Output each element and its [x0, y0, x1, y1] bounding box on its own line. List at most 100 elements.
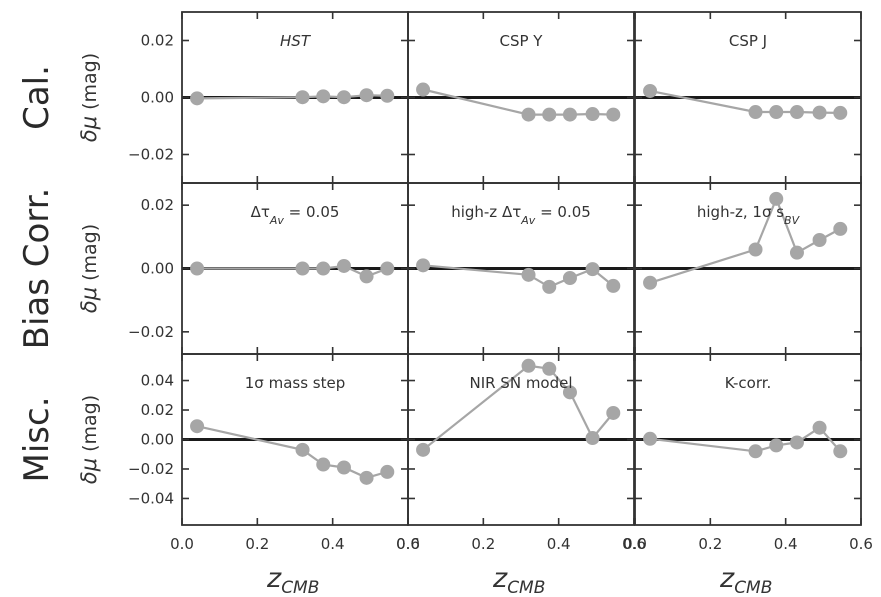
data-point — [748, 444, 763, 459]
data-point — [643, 83, 658, 98]
x-tick-label: 0.0 — [623, 535, 647, 553]
data-point — [316, 457, 331, 472]
series-line — [196, 425, 388, 479]
x-axis-label: zCMB — [492, 563, 545, 597]
data-point — [190, 419, 205, 434]
data-point — [416, 82, 431, 97]
panel-r1-c2: high-z, 1σ sBV — [634, 182, 862, 355]
data-point — [416, 442, 431, 457]
x-tick-label: 0.4 — [547, 535, 571, 553]
data-point — [190, 91, 205, 106]
panel-title: 1σ mass step — [245, 374, 345, 392]
data-point — [789, 105, 804, 120]
panel-r0-c1: CSP Y — [407, 11, 635, 184]
data-point — [295, 90, 310, 105]
panel-title: CSP J — [729, 32, 767, 50]
data-point — [833, 221, 848, 236]
x-axis-label: zCMB — [266, 563, 319, 597]
panel-title: high-z ΔτAv = 0.05 — [451, 203, 591, 227]
y-tick-label: 0.02 — [141, 401, 174, 419]
data-point — [562, 385, 577, 400]
panel-r1-c0: ΔτAv = 0.05 0.02 0.00 −0.02 — [128, 182, 409, 355]
panel-title: high-z, 1σ sBV — [697, 203, 801, 227]
y-tick-label: 0.00 — [141, 260, 174, 278]
data-point — [336, 258, 351, 273]
x-tick-label: 0.2 — [698, 535, 722, 553]
x-axis-col1: 0.0 0.2 0.4 0.6 zCMB — [396, 535, 646, 597]
panel-r2-c1: NIR SN model — [407, 353, 635, 526]
data-point — [812, 420, 827, 435]
y-axis-labels: δμ (mag) δμ (mag) δμ (mag) — [77, 53, 101, 484]
data-point — [380, 261, 395, 276]
data-point — [542, 107, 557, 122]
data-point — [789, 435, 804, 450]
data-point — [380, 464, 395, 479]
panel-r0-c0: HST 0.02 0.00 −0.02 — [128, 11, 409, 184]
x-tick-label: 0.0 — [396, 535, 420, 553]
x-axis-label: zCMB — [719, 563, 772, 597]
y-tick-label: 0.04 — [141, 372, 174, 390]
data-point — [336, 90, 351, 105]
data-point — [416, 258, 431, 273]
data-point — [562, 107, 577, 122]
data-point — [316, 89, 331, 104]
x-tick-label: 0.4 — [774, 535, 798, 553]
panel-r0-c2: CSP J — [634, 11, 862, 184]
y-tick-label: −0.02 — [128, 323, 174, 341]
data-point — [585, 431, 600, 446]
panel-title: HST — [280, 32, 312, 50]
data-point — [812, 233, 827, 247]
row-label: Cal. — [17, 65, 57, 130]
data-point — [542, 279, 557, 294]
x-tick-label: 0.6 — [622, 535, 646, 553]
panel-r2-c2: K-corr. — [634, 353, 862, 526]
data-point — [359, 470, 374, 485]
panel-r2-c0: 1σ mass step 0.04 0.02 0.00 −0.02 −0.04 — [128, 353, 409, 526]
data-point — [833, 444, 848, 459]
data-point — [789, 245, 804, 260]
series-line — [649, 89, 841, 114]
series-line — [422, 88, 614, 116]
data-point — [542, 361, 557, 376]
data-point — [521, 107, 536, 122]
panel-r1-c1: high-z ΔτAv = 0.05 — [407, 182, 635, 355]
x-tick-label: 0.6 — [849, 535, 873, 553]
y-tick-label: 0.02 — [141, 196, 174, 214]
data-point — [316, 261, 331, 276]
y-axis-label: δμ (mag) — [77, 224, 101, 313]
x-axis-col2: 0.0 0.2 0.4 0.6 zCMB — [623, 535, 873, 597]
x-tick-label: 0.2 — [471, 535, 495, 553]
data-point — [359, 269, 374, 284]
row-label: Bias Corr. — [17, 188, 57, 350]
panel-title: CSP Y — [500, 32, 544, 50]
y-tick-label: 0.00 — [141, 89, 174, 107]
data-point — [643, 275, 658, 290]
data-point — [606, 278, 621, 293]
panel-title: ΔτAv = 0.05 — [251, 203, 340, 227]
data-point — [769, 105, 784, 120]
panel-title: NIR SN model — [469, 374, 572, 392]
y-tick-label: 0.00 — [141, 431, 174, 449]
data-point — [748, 242, 763, 257]
data-point — [562, 271, 577, 285]
data-point — [606, 107, 621, 122]
x-tick-label: 0.2 — [245, 535, 269, 553]
data-point — [295, 442, 310, 457]
panels: HST 0.02 0.00 −0.02 CSP Y CSP J ΔτAv = 0.05 0.0… — [128, 11, 862, 526]
data-point — [359, 88, 374, 103]
row-labels: Cal. Bias Corr. Misc. — [17, 65, 57, 482]
y-axis-label: δμ (mag) — [77, 395, 101, 484]
data-point — [833, 105, 848, 120]
data-point — [606, 405, 621, 420]
y-axis-label: δμ (mag) — [77, 53, 101, 142]
data-point — [812, 105, 827, 120]
data-point — [521, 267, 536, 282]
data-point — [295, 261, 310, 276]
data-point — [336, 460, 351, 475]
data-point — [643, 431, 658, 446]
data-point — [585, 107, 600, 122]
y-tick-label: −0.02 — [128, 460, 174, 478]
data-point — [769, 191, 784, 206]
